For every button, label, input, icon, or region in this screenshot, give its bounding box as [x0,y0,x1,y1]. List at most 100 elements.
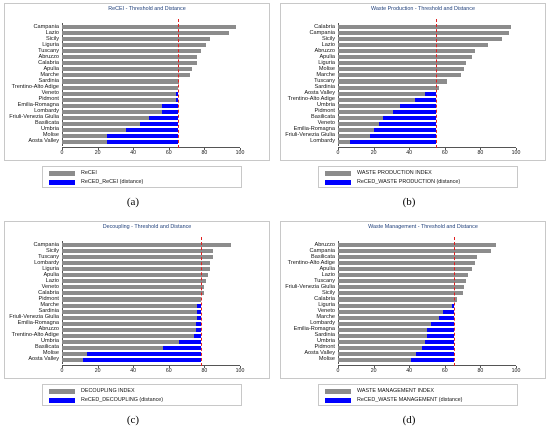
chart-title: ReCEI - Threshold and Distance [108,6,186,12]
legend: ReCEI ReCED_ReCEI (distance) [42,166,242,188]
distance-bar [195,321,201,326]
category-label: Friuli-Venezia Giulia [285,132,335,139]
x-tick-mark [62,366,63,368]
category-label: Liguria [42,265,59,272]
x-tick-mark [338,366,339,368]
index-bar [62,55,198,60]
x-tick-label: 0 [336,368,340,374]
x-tick-mark [62,148,63,150]
category-label: Aosta Valley [304,90,335,97]
index-bar [338,357,411,363]
index-bar [62,139,107,145]
category-label: Basilicata [311,114,335,121]
category-label: Apulia [43,271,59,278]
category-label: Basilicata [311,253,335,260]
legend-label: ReCED_WASTE MANAGEMENT (distance) [357,396,463,403]
category-label: Friuli-Venezia Giulia [9,314,59,321]
index-bar [62,79,180,84]
index-bar [62,285,205,290]
index-bar [338,49,476,54]
category-label: Pidmont [38,96,59,103]
category-label: Lazio [45,277,59,284]
distance-bar [140,121,178,126]
legend: WASTE MANAGEMENT INDEX ReCED_WASTE MANAGE… [318,384,518,406]
index-bar [62,309,198,314]
index-bar [62,85,178,90]
index-bar [62,255,214,260]
legend-swatch [49,398,75,403]
category-label: Emilia-Romagna [293,326,335,333]
category-label: Molise [318,356,335,363]
category-label: Sardinia [314,332,335,339]
legend-label: ReCED_WASTE PRODUCTION (distance) [357,178,461,185]
index-bar [338,37,502,42]
distance-bar [197,309,201,314]
category-label: Veneto [317,120,335,127]
x-axis-line [62,365,240,366]
category-label: Veneto [41,90,59,97]
index-bar [62,61,198,66]
x-tick-mark [97,366,99,368]
category-label: Tuscany [314,77,335,84]
category-label: Marche [316,314,335,321]
legend-swatch [325,398,351,403]
x-tick-label: 20 [370,150,377,156]
category-label: Molise [42,350,59,357]
x-tick-label: 0 [60,368,64,374]
x-tick-mark [444,366,446,368]
distance-bar [161,109,178,114]
index-bar [338,67,465,72]
category-label: Molise [318,65,335,72]
distance-bar [350,139,436,145]
x-tick-label: 60 [165,368,172,374]
index-bar [62,73,191,78]
x-tick-label: 80 [201,368,208,374]
x-tick-label: 40 [406,150,413,156]
category-label: Trentino-Alto Adige [11,84,59,90]
index-bar [62,327,196,332]
index-bar [338,97,415,102]
index-bar [338,315,440,320]
index-bar [62,345,164,350]
threshold-line [453,237,455,366]
category-label: Lombardy [34,108,59,115]
distance-bar [443,309,454,314]
x-tick-label: 80 [477,150,484,156]
distance-bar [378,121,436,126]
category-label: Emilia-Romagna [293,126,335,133]
category-label: Marche [40,302,59,308]
x-tick-mark [373,366,375,368]
index-bar [338,127,374,132]
x-tick-label: 60 [165,150,172,156]
category-label: Umbria [40,126,59,133]
category-label: Calabria [38,289,59,296]
chart-title: Decoupling - Threshold and Distance [102,224,192,230]
category-label: Trentino-Alto Adige [287,259,335,266]
category-label: Abruzzo [38,53,59,60]
legend-swatch [49,180,75,185]
index-bar [338,261,476,266]
index-bar [338,309,444,314]
category-label: Abruzzo [38,326,59,333]
x-tick-mark [133,366,135,368]
legend-label: DECOUPLING INDEX [81,387,135,394]
x-tick-mark [373,148,375,150]
x-tick-label: 0 [60,150,64,156]
category-label: Sardinia [38,308,59,315]
legend-label: WASTE MANAGEMENT INDEX [357,387,434,394]
distance-bar [175,97,178,102]
x-tick-mark [204,366,206,368]
x-tick-label: 100 [511,150,521,156]
distance-bar [410,357,454,363]
index-bar [62,273,208,278]
distance-bar [83,357,201,363]
category-label: Campania [33,23,60,30]
category-label: Sicily [45,247,59,254]
index-bar [338,285,465,290]
index-bar [338,31,509,36]
legend-swatch [325,389,351,394]
index-bar [338,43,488,48]
x-axis-line [338,365,516,366]
distance-bar [427,327,454,332]
index-bar [338,273,468,278]
